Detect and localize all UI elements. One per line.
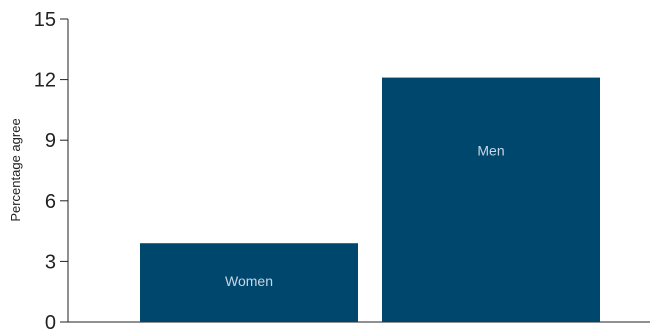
bar-women: [140, 243, 358, 322]
y-axis-title: Percentage agree: [8, 118, 23, 221]
y-ticks: 0 3 6 9 12 15: [34, 9, 68, 331]
y-tick-label: 6: [45, 191, 56, 213]
y-tick-label: 12: [34, 70, 56, 92]
y-tick-label: 9: [45, 130, 56, 152]
bars: Women Men: [140, 77, 600, 322]
y-tick-label: 15: [34, 9, 56, 31]
bar-label-women: Women: [225, 273, 273, 289]
bar-men: [382, 77, 600, 322]
y-tick-label: 3: [45, 251, 56, 273]
y-tick-label: 0: [45, 312, 56, 331]
bar-label-men: Men: [477, 143, 504, 159]
